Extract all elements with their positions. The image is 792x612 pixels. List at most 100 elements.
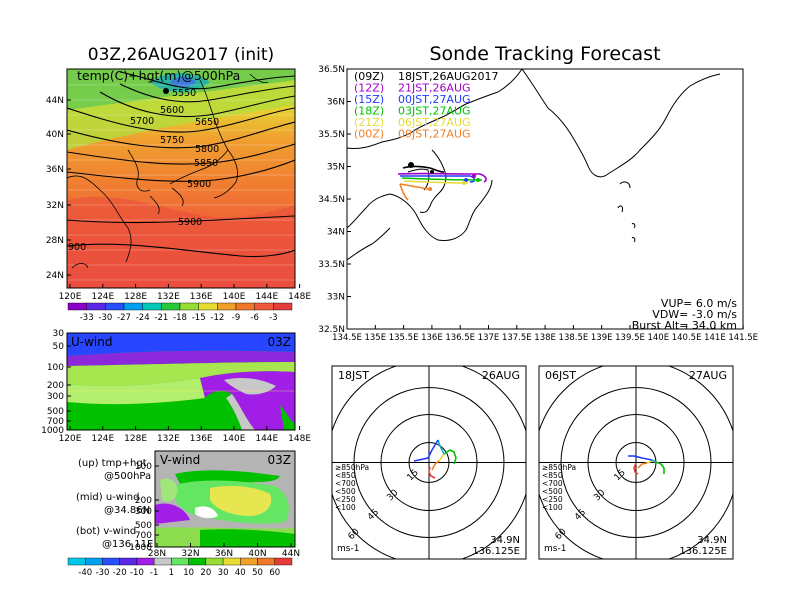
hodograph-unit: ms-1 [544, 544, 566, 554]
u-wind-pressure-tick-label: 500 [47, 407, 64, 417]
colorbar-swatch [254, 302, 274, 311]
contour-label: 900 [68, 242, 86, 253]
v-wind-pressure-tick-label: 200 [135, 496, 152, 506]
map-lon-tick-label: 140E [223, 292, 246, 302]
legend-up-line1: (up) tmp+hgt [78, 458, 147, 469]
main-title: Sonde Tracking Forecast [429, 43, 660, 65]
hodograph-level-label: <700 [335, 479, 356, 488]
wind-colorbar-swatch [153, 557, 172, 566]
hodograph-trace [628, 455, 653, 461]
track-lat-tick-label: 34N [327, 228, 345, 238]
hodograph-trace [651, 459, 657, 463]
v-wind-lat-tick-label: 40N [248, 549, 266, 559]
track-legend-jst: 21JST,26AUG [398, 82, 471, 95]
hodograph-level-label: <250 [542, 495, 563, 504]
map-lon-tick-label: 120E [59, 292, 82, 302]
v-wind-pressure-tick-label: 100 [135, 462, 152, 472]
colorbar-swatch [273, 302, 293, 311]
track-lon-tick-label: 137.5E [502, 333, 532, 343]
map-lat-tick-label: 40N [46, 130, 64, 140]
wind-colorbar-swatch [240, 557, 258, 566]
hodograph-lat: 34.9N [490, 535, 520, 546]
map-500-label: temp(C)+hgt(m)@500hPa [77, 68, 240, 83]
hodograph-trace [438, 453, 445, 462]
track-legend-jst: 06JST,27AUG [398, 116, 471, 129]
hodograph-level-label: <850 [335, 471, 356, 480]
init-title: 03Z,26AUG2017 (init) [88, 45, 274, 65]
contour-label: 5900 [178, 217, 202, 228]
u-wind-lon-tick-label: 140E [223, 434, 246, 444]
wind-colorbar-swatch [136, 557, 155, 566]
v-wind-pressure-tick-label: 300 [135, 507, 152, 517]
track-lon-tick-label: 137E [478, 333, 500, 343]
hodograph-level-label: <100 [542, 503, 563, 512]
sonde-track [399, 175, 476, 183]
track-endpoint-marker [472, 174, 476, 178]
map-lon-tick-label: 132E [157, 292, 180, 302]
u-wind-pressure-tick-label: 30 [53, 329, 65, 339]
wind-colorbar-swatch [85, 557, 103, 566]
colorbar-label: -9 [232, 313, 240, 323]
vdw-readout: VDW= -3.0 m/s [652, 308, 737, 321]
track-endpoint-marker [462, 181, 466, 185]
wind-colorbar-swatch [274, 557, 293, 566]
hodograph-trace [633, 462, 639, 475]
map-lat-tick-label: 28N [46, 236, 64, 246]
v-wind-pressure-tick-label: 500 [135, 521, 152, 531]
wind-colorbar-swatch [171, 557, 189, 566]
track-lat-tick-label: 36N [327, 98, 345, 108]
track-lon-tick-label: 136.5E [445, 333, 475, 343]
contour-label: 5800 [195, 144, 219, 155]
colorbar-label: -3 [269, 313, 277, 323]
u-wind-lon-tick-label: 120E [59, 434, 82, 444]
contour-label: 5750 [160, 135, 184, 146]
hodograph-trace [428, 466, 436, 479]
burst-altitude-readout: Burst Alt= 34.0 km [632, 319, 737, 332]
legend-bot-line2: @136.11E [102, 539, 153, 550]
wind-colorbar-label: 1 [169, 568, 174, 578]
v-wind-lat-tick-label: 28N [148, 549, 166, 559]
u-wind-pressure-tick-label: 300 [47, 392, 64, 402]
contour-label: 5700 [130, 116, 154, 127]
colorbar-label: -18 [173, 313, 187, 323]
colorbar-label: -12 [210, 313, 224, 323]
hodograph-level-label: ≥850hPa [335, 463, 369, 472]
hodograph-trace [443, 449, 457, 465]
track-lat-tick-label: 33.5N [318, 260, 345, 270]
hodograph-level-label: <850 [542, 471, 563, 480]
track-lat-tick-label: 32.5N [318, 325, 345, 335]
colorbar-swatch [198, 302, 218, 311]
track-lon-tick-label: 140E [647, 333, 669, 343]
u-wind-lon-tick-label: 148E [288, 434, 311, 444]
colorbar-label: -21 [154, 313, 168, 323]
track-endpoint-marker [428, 187, 432, 191]
track-lat-tick-label: 35.5N [318, 130, 345, 140]
track-legend-utc: (12Z) [354, 82, 384, 95]
wind-colorbar-label: -1 [150, 568, 158, 578]
track-endpoint-marker [464, 178, 468, 182]
map-lon-tick-label: 136E [190, 292, 213, 302]
wind-colorbar-label: -40 [78, 568, 92, 578]
wind-colorbar-label: -30 [96, 568, 110, 578]
hodograph-level-label: ≥850hPa [542, 463, 576, 472]
track-lat-tick-label: 36.5N [318, 65, 345, 75]
v-wind-lat-tick-label: 44N [282, 549, 300, 559]
track-lon-tick-label: 140.5E [672, 333, 702, 343]
temperature-colorbar: -33 -30 -27 -24 -21 -18 -15 -12 -9 -6 -3 [67, 302, 293, 323]
u-wind-pressure-tick-label: 1000 [41, 426, 64, 436]
v-wind-lat-tick-label: 36N [215, 549, 233, 559]
colorbar-label: -30 [98, 313, 112, 323]
map-lon-tick-label: 124E [91, 292, 114, 302]
wind-colorbar-label: 20 [200, 568, 211, 578]
track-lon-tick-label: 141.5E [728, 333, 758, 343]
u-wind-lon-tick-label: 128E [124, 434, 147, 444]
colorbar-label: -27 [117, 313, 131, 323]
hodograph-date: 26AUG [482, 369, 520, 382]
track-lat-tick-label: 34.5N [318, 195, 345, 205]
wind-colorbar-label: 10 [183, 568, 194, 578]
map-lat-tick-label: 44N [46, 96, 64, 106]
track-lon-tick-label: 134.5E [332, 333, 362, 343]
colorbar-label: -6 [250, 313, 258, 323]
